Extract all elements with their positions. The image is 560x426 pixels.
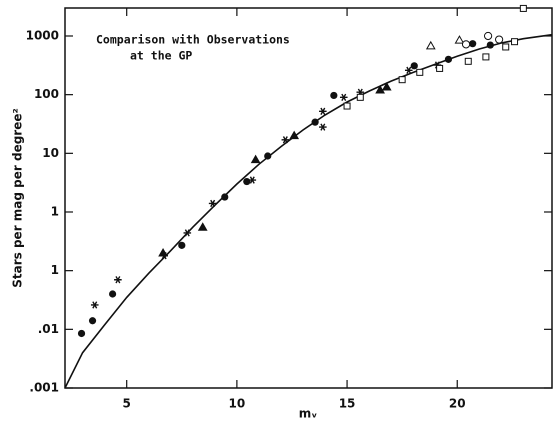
point	[319, 107, 327, 115]
y-tick-label: 10	[42, 146, 59, 160]
point	[339, 93, 348, 101]
point	[410, 62, 418, 70]
point	[486, 41, 494, 49]
point	[289, 130, 300, 140]
point	[178, 241, 186, 249]
y-tick-label: 1000	[26, 28, 59, 42]
point	[108, 290, 117, 298]
point	[519, 4, 527, 12]
y-tick-label: 1	[51, 204, 59, 218]
point	[502, 43, 510, 51]
point	[343, 102, 351, 110]
point	[356, 93, 364, 101]
point	[114, 276, 122, 284]
chart-title: at the GP	[130, 49, 192, 63]
point	[436, 64, 444, 72]
point	[319, 123, 327, 131]
point	[454, 35, 465, 44]
point	[243, 177, 251, 186]
point	[416, 68, 424, 76]
x-tick-label: 10	[229, 397, 246, 411]
point	[208, 199, 217, 208]
point	[221, 193, 229, 201]
point	[444, 55, 453, 63]
point	[90, 301, 99, 309]
y-tick-label: 1	[51, 263, 59, 277]
y-tick-label: .01	[38, 322, 59, 336]
point	[483, 31, 493, 41]
point	[158, 247, 168, 257]
point	[197, 222, 208, 231]
point	[404, 66, 413, 74]
point	[88, 317, 97, 325]
point	[482, 53, 490, 61]
model-curve	[64, 33, 553, 389]
y-tick-label: 100	[34, 87, 59, 101]
x-tick-label: 20	[449, 397, 466, 411]
point	[398, 76, 406, 84]
point	[511, 38, 519, 46]
x-axis-label: mᵥ	[299, 407, 318, 421]
point	[425, 40, 436, 50]
point	[77, 329, 86, 338]
point	[281, 136, 290, 144]
point	[461, 40, 471, 49]
point	[248, 176, 257, 184]
point	[183, 229, 192, 237]
point	[464, 57, 472, 65]
x-tick-label: 5	[123, 397, 131, 411]
point	[264, 152, 272, 160]
plot-frame	[64, 7, 553, 389]
x-tick-label: 15	[339, 397, 356, 411]
y-axis-label: Stars per mag per degree²	[11, 108, 25, 288]
point	[375, 85, 385, 94]
point	[469, 40, 477, 48]
point	[495, 35, 504, 44]
point	[250, 154, 261, 164]
y-tick-label: .001	[29, 381, 59, 395]
chart-title: Comparison with Observations	[96, 33, 290, 47]
point	[381, 82, 392, 91]
point	[311, 118, 319, 126]
point	[330, 91, 338, 100]
